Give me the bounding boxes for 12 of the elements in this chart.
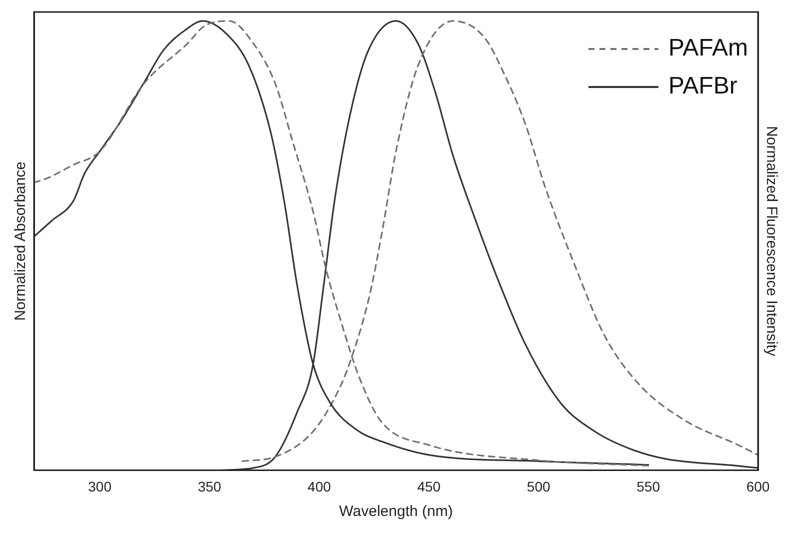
y-axis-title: Normalized Absorbance xyxy=(12,161,30,321)
y2-axis-title: Normalized Fluorescence Intensity xyxy=(762,126,780,357)
x-tick-label: 350 xyxy=(198,478,222,494)
legend-label: PAFBr xyxy=(668,72,738,100)
x-tick-label: 550 xyxy=(636,478,660,494)
x-tick-label: 450 xyxy=(417,478,441,494)
x-tick-label: 400 xyxy=(308,478,332,494)
x-tick-label: 300 xyxy=(88,478,112,494)
x-tick-label: 600 xyxy=(746,478,770,494)
x-tick-label: 500 xyxy=(526,478,550,494)
legend-label: PAFAm xyxy=(668,34,748,62)
x-axis-title: Wavelength (nm) xyxy=(339,503,453,520)
